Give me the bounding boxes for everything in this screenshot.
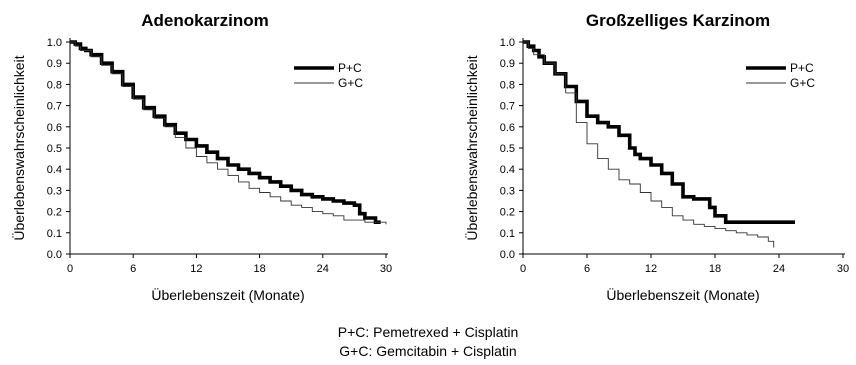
gross-x-tick-label: 12 bbox=[645, 263, 657, 275]
gross-chart-title: Großzelliges Karzinom bbox=[586, 11, 770, 30]
footnote-line-2: G+C: Gemcitabin + Cisplatin bbox=[339, 343, 517, 359]
adeno-chart-title: Adenokarzinom bbox=[141, 11, 269, 30]
gross-x-tick-label: 18 bbox=[709, 263, 721, 275]
gross-y-tick-label: 0.7 bbox=[500, 101, 515, 113]
gross-x-tick-label: 6 bbox=[584, 263, 590, 275]
adeno-legend-label-pplusc: P+C bbox=[338, 61, 362, 75]
chart-grosszelliges-karzinom: Großzelliges Karzinom 0.0 0.1 0.2 0.3 0.4 0.5 0… bbox=[463, 11, 849, 303]
adeno-x-tick-label: 30 bbox=[380, 263, 392, 275]
adeno-y-tick-label: 0.1 bbox=[47, 228, 62, 240]
adeno-x-tick-label: 12 bbox=[190, 263, 202, 275]
gross-x-tick-label: 0 bbox=[520, 263, 526, 275]
adeno-y-tick-label: 0.2 bbox=[47, 207, 62, 219]
gross-series-gplusc-line bbox=[523, 41, 775, 248]
adeno-x-axis-label: Überlebenszeit (Monate) bbox=[151, 286, 304, 303]
adeno-y-axis-label: Überlebenswahrscheinlichkeit bbox=[10, 55, 27, 240]
gross-y-tick-label: 0.8 bbox=[500, 79, 515, 91]
gross-y-tick-label: 0.3 bbox=[500, 185, 515, 197]
adeno-x-tick-label: 24 bbox=[317, 263, 329, 275]
gross-y-tick-label: 1.0 bbox=[500, 37, 515, 49]
gross-x-axis-label: Überlebenszeit (Monate) bbox=[606, 286, 759, 303]
adeno-y-tick-label: 0.4 bbox=[47, 164, 62, 176]
chart-adenokarzinom: Adenokarzinom 0.0 0.1 0.2 0.3 0.4 0.5 0.6 0.7 0.8… bbox=[10, 11, 392, 303]
adeno-y-tick-label: 0.5 bbox=[47, 143, 62, 155]
adeno-x-tick-label: 0 bbox=[67, 263, 73, 275]
adeno-y-tick-label: 0.0 bbox=[47, 249, 62, 261]
adeno-legend-label-gplusc: G+C bbox=[338, 76, 363, 90]
gross-y-tick-label: 0.6 bbox=[500, 122, 515, 134]
adeno-y-tick-label: 0.9 bbox=[47, 58, 62, 70]
gross-y-tick-label: 0.0 bbox=[500, 249, 515, 261]
gross-legend-label-pplusc: P+C bbox=[790, 61, 814, 75]
gross-y-tick-label: 0.5 bbox=[500, 143, 515, 155]
adeno-series-pplusc-line bbox=[70, 40, 381, 224]
adeno-y-tick-label: 1.0 bbox=[47, 37, 62, 49]
adeno-y-tick-label: 0.8 bbox=[47, 79, 62, 91]
adeno-series-gplusc-line bbox=[70, 41, 387, 225]
adeno-y-tick-label: 0.7 bbox=[47, 101, 62, 113]
gross-y-tick-label: 0.9 bbox=[500, 58, 515, 70]
gross-y-tick-label: 0.2 bbox=[500, 207, 515, 219]
adeno-x-tick-label: 18 bbox=[253, 263, 265, 275]
gross-legend-label-gplusc: G+C bbox=[790, 76, 815, 90]
gross-y-tick-label: 0.1 bbox=[500, 228, 515, 240]
gross-x-tick-label: 24 bbox=[773, 263, 785, 275]
gross-x-tick-label: 30 bbox=[837, 263, 849, 275]
adeno-y-tick-label: 0.3 bbox=[47, 185, 62, 197]
gross-y-axis-label: Überlebenswahrscheinlichkeit bbox=[463, 55, 480, 240]
adeno-x-tick-label: 6 bbox=[130, 263, 136, 275]
footnote-line-1: P+C: Pemetrexed + Cisplatin bbox=[337, 324, 519, 340]
adeno-y-tick-label: 0.6 bbox=[47, 122, 62, 134]
gross-y-tick-label: 0.4 bbox=[500, 164, 515, 176]
